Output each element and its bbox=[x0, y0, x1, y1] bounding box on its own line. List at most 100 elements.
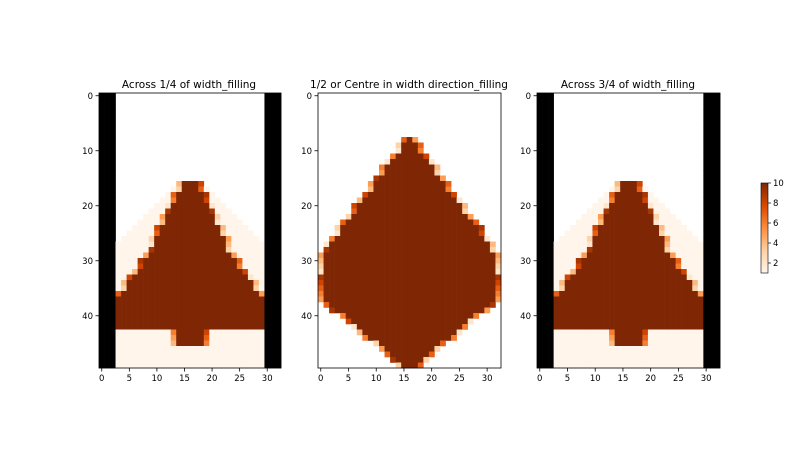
heatmap-cell bbox=[318, 280, 324, 286]
heatmap-cell bbox=[192, 285, 199, 292]
heatmap-cell bbox=[356, 219, 363, 226]
heatmap-cell bbox=[362, 269, 369, 275]
heatmap-cell bbox=[395, 285, 402, 292]
heatmap-cell bbox=[653, 296, 660, 303]
heatmap-cell bbox=[181, 302, 188, 308]
heatmap-cell bbox=[203, 318, 210, 325]
heatmap-cell bbox=[264, 252, 271, 259]
heatmap-cell bbox=[159, 296, 166, 303]
heatmap-cell bbox=[99, 175, 105, 182]
heatmap-cell bbox=[384, 197, 391, 204]
heatmap-cell bbox=[176, 263, 183, 270]
heatmap-cell bbox=[575, 362, 582, 369]
heatmap-cell bbox=[340, 296, 347, 303]
heatmap-cell bbox=[345, 291, 352, 297]
heatmap-cell bbox=[351, 324, 358, 330]
heatmap-cell bbox=[708, 93, 715, 99]
heatmap-cell bbox=[340, 258, 347, 264]
heatmap-cell bbox=[428, 159, 435, 165]
heatmap-cell bbox=[401, 137, 408, 143]
heatmap-cell bbox=[110, 241, 116, 248]
heatmap-cell bbox=[423, 225, 430, 231]
heatmap-cell bbox=[176, 291, 183, 297]
heatmap-cell bbox=[406, 258, 413, 264]
heatmap-cell bbox=[423, 230, 430, 237]
heatmap-cell bbox=[548, 296, 554, 303]
heatmap-cell bbox=[478, 247, 485, 253]
heatmap-cell bbox=[697, 247, 704, 253]
heatmap-cell bbox=[553, 252, 560, 259]
heatmap-cell bbox=[592, 302, 599, 308]
heatmap-cell bbox=[269, 247, 276, 253]
heatmap-cell bbox=[318, 274, 324, 281]
heatmap-cell bbox=[697, 346, 704, 352]
heatmap-cell bbox=[609, 302, 615, 308]
heatmap-cell bbox=[708, 302, 715, 308]
heatmap-cell bbox=[467, 230, 474, 237]
heatmap-cell bbox=[625, 340, 632, 347]
heatmap-cell bbox=[647, 313, 654, 319]
heatmap-cell bbox=[126, 335, 133, 341]
heatmap-cell bbox=[275, 131, 282, 138]
heatmap-cell bbox=[659, 329, 665, 336]
heatmap-cell bbox=[137, 324, 144, 330]
heatmap-cell bbox=[209, 357, 216, 363]
heatmap-cell bbox=[104, 236, 111, 242]
heatmap-cell bbox=[473, 285, 480, 292]
heatmap-cell bbox=[434, 181, 441, 187]
heatmap-cell bbox=[334, 302, 341, 308]
heatmap-cell bbox=[484, 274, 491, 281]
heatmap-cell bbox=[225, 351, 232, 358]
heatmap-cell bbox=[104, 269, 111, 275]
heatmap-cell bbox=[451, 214, 457, 220]
heatmap-cell bbox=[642, 362, 649, 369]
heatmap-cell bbox=[373, 214, 380, 220]
heatmap-cell bbox=[417, 181, 424, 187]
heatmap-cell bbox=[542, 324, 549, 330]
heatmap-cell bbox=[703, 197, 710, 204]
heatmap-cell bbox=[395, 313, 402, 319]
heatmap-cell bbox=[275, 324, 282, 330]
heatmap-cell bbox=[253, 351, 260, 358]
heatmap-cell bbox=[143, 335, 149, 341]
heatmap-cell bbox=[559, 351, 566, 358]
heatmap-cell bbox=[681, 274, 688, 281]
heatmap-cell bbox=[275, 93, 282, 99]
heatmap-cell bbox=[620, 214, 627, 220]
heatmap-cell bbox=[412, 362, 419, 369]
heatmap-cell bbox=[609, 214, 615, 220]
x-tick-label: 30 bbox=[482, 374, 493, 384]
heatmap-cell bbox=[395, 219, 402, 226]
x-tick-label: 0 bbox=[318, 374, 323, 384]
heatmap-cell bbox=[614, 351, 621, 358]
heatmap-cell bbox=[686, 335, 693, 341]
heatmap-cell bbox=[110, 197, 116, 204]
heatmap-cell bbox=[553, 340, 560, 347]
heatmap-cell bbox=[670, 285, 676, 292]
heatmap-cell bbox=[148, 313, 155, 319]
heatmap-cell bbox=[401, 307, 408, 314]
heatmap-cell bbox=[614, 307, 621, 314]
heatmap-cell bbox=[659, 324, 665, 330]
heatmap-cell bbox=[379, 263, 385, 270]
heatmap-cell bbox=[225, 291, 232, 297]
heatmap-cell bbox=[187, 203, 194, 209]
heatmap-cell bbox=[384, 329, 391, 336]
heatmap-cell bbox=[631, 258, 638, 264]
heatmap-cell bbox=[176, 285, 183, 292]
heatmap-cell bbox=[581, 230, 588, 237]
heatmap-cell bbox=[428, 186, 435, 193]
heatmap-cell bbox=[253, 291, 260, 297]
heatmap-cell bbox=[198, 181, 205, 187]
heatmap-cell bbox=[367, 181, 374, 187]
heatmap-cell bbox=[575, 307, 582, 314]
heatmap-cell bbox=[647, 230, 654, 237]
heatmap-cell bbox=[675, 280, 682, 286]
heatmap-cell bbox=[445, 247, 452, 253]
heatmap-cell bbox=[440, 175, 446, 182]
heatmap-cell bbox=[379, 302, 385, 308]
heatmap-cell bbox=[137, 335, 144, 341]
heatmap-cell bbox=[225, 296, 232, 303]
heatmap-cell bbox=[434, 274, 441, 281]
heatmap-cell bbox=[220, 296, 227, 303]
